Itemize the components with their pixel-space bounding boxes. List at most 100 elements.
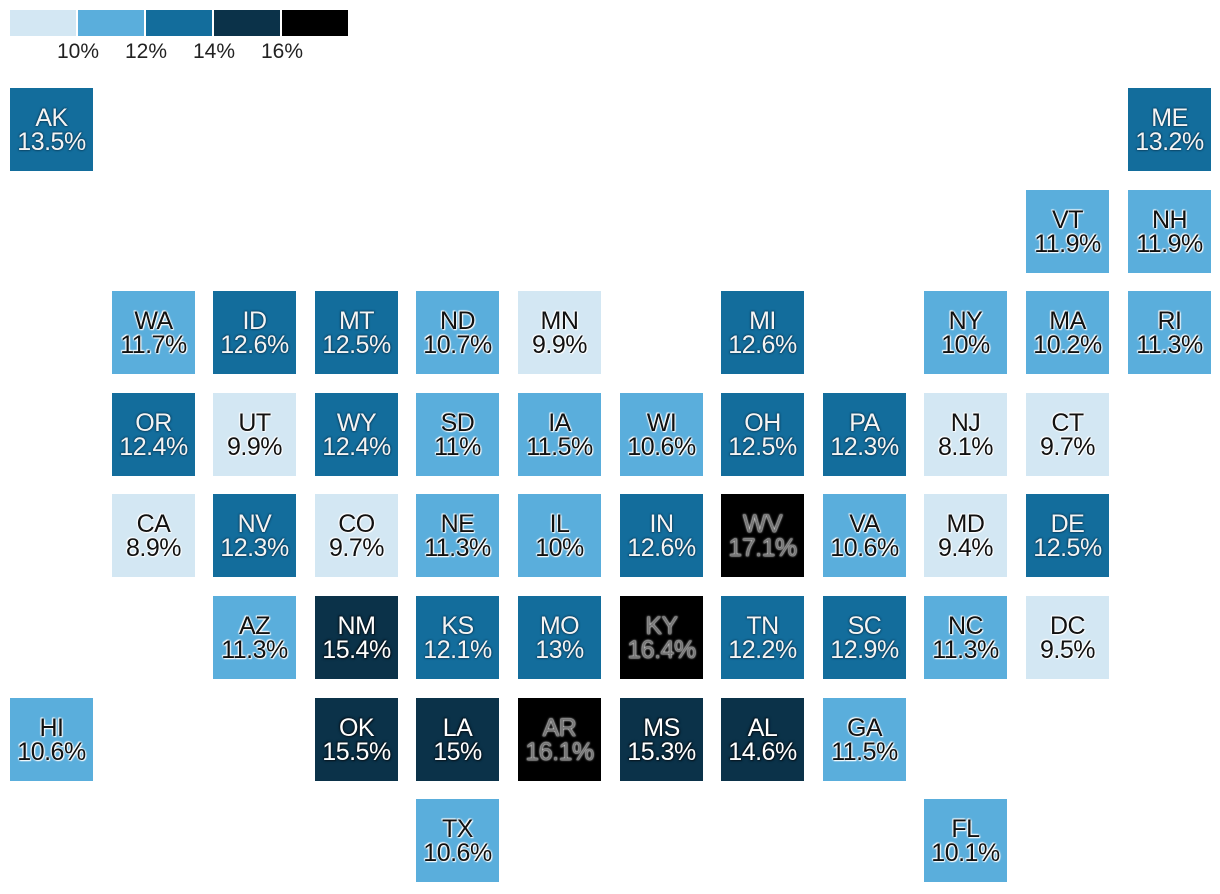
state-abbreviation: NY	[948, 306, 983, 335]
state-value: 12.6%	[728, 330, 797, 359]
state-tile-il: IL 10%	[518, 494, 601, 577]
state-tile-nd: ND 10.7%	[416, 291, 499, 374]
state-abbreviation: AR	[542, 713, 577, 742]
state-tile-hi: HI 10.6%	[10, 698, 93, 781]
state-tile-la: LA 15%	[416, 698, 499, 781]
state-value: 15.5%	[322, 737, 391, 766]
legend-swatch	[282, 10, 348, 36]
state-abbreviation: OH	[744, 408, 781, 437]
state-value: 11.3%	[932, 635, 999, 664]
state-tile-ok: OK 15.5%	[315, 698, 398, 781]
state-abbreviation: VT	[1052, 205, 1083, 234]
state-tile-me: ME 13.2%	[1128, 88, 1211, 171]
state-abbreviation: MI	[749, 306, 776, 335]
state-value: 8.1%	[938, 432, 993, 461]
state-value: 16.1%	[525, 737, 594, 766]
state-value: 11.9%	[1034, 229, 1101, 258]
state-abbreviation: MT	[338, 306, 375, 335]
state-tile-ms: MS 15.3%	[620, 698, 703, 781]
state-tile-va: VA 10.6%	[823, 494, 906, 577]
state-value: 10%	[941, 330, 990, 359]
state-value: 9.4%	[938, 533, 993, 562]
state-tile-ny: NY 10%	[924, 291, 1007, 374]
legend-swatch	[146, 10, 212, 36]
state-abbreviation: VA	[849, 509, 880, 538]
state-tile-ri: RI 11.3%	[1128, 291, 1211, 374]
state-abbreviation: CO	[338, 509, 375, 538]
state-value: 12.9%	[830, 635, 899, 664]
state-tile-ut: UT 9.9%	[213, 393, 296, 476]
state-abbreviation: NM	[337, 611, 376, 640]
state-value: 11.7%	[120, 330, 187, 359]
state-tile-ma: MA 10.2%	[1026, 291, 1109, 374]
state-abbreviation: MA	[1049, 306, 1086, 335]
state-tile-nh: NH 11.9%	[1128, 190, 1211, 273]
state-abbreviation: CT	[1051, 408, 1084, 437]
state-abbreviation: CA	[136, 509, 171, 538]
state-abbreviation: AL	[747, 713, 778, 742]
state-value: 15%	[433, 737, 482, 766]
state-value: 11.9%	[1136, 229, 1203, 258]
state-abbreviation: ME	[1151, 103, 1188, 132]
state-abbreviation: LA	[442, 713, 473, 742]
state-abbreviation: WI	[646, 408, 677, 437]
state-tile-dc: DC 9.5%	[1026, 596, 1109, 679]
state-value: 10.1%	[931, 838, 1000, 867]
state-value: 10.6%	[830, 533, 899, 562]
state-value: 11.3%	[424, 533, 491, 562]
state-tile-sc: SC 12.9%	[823, 596, 906, 679]
state-value: 13.2%	[1135, 127, 1204, 156]
state-abbreviation: NC	[947, 611, 984, 640]
state-tile-wv: WV 17.1%	[721, 494, 804, 577]
state-abbreviation: RI	[1157, 306, 1183, 335]
state-tile-pa: PA 12.3%	[823, 393, 906, 476]
state-value: 12.5%	[1033, 533, 1102, 562]
state-tile-ct: CT 9.7%	[1026, 393, 1109, 476]
state-tile-ia: IA 11.5%	[518, 393, 601, 476]
legend-swatch	[10, 10, 76, 36]
state-value: 12.2%	[728, 635, 797, 664]
state-abbreviation: ID	[242, 306, 268, 335]
state-tile-mn: MN 9.9%	[518, 291, 601, 374]
state-abbreviation: OR	[135, 408, 172, 437]
state-tile-fl: FL 10.1%	[924, 799, 1007, 882]
state-abbreviation: OK	[338, 713, 375, 742]
state-tile-wa: WA 11.7%	[112, 291, 195, 374]
state-value: 9.5%	[1040, 635, 1095, 664]
state-value: 11.3%	[1136, 330, 1203, 359]
legend-tick-label: 14%	[192, 40, 236, 63]
state-tile-ar: AR 16.1%	[518, 698, 601, 781]
state-abbreviation: PA	[849, 408, 880, 437]
state-value: 15.4%	[322, 635, 391, 664]
state-abbreviation: WV	[742, 509, 783, 538]
state-abbreviation: GA	[846, 713, 883, 742]
state-abbreviation: HI	[39, 713, 65, 742]
color-legend: 10% 12% 14% 16%	[10, 10, 350, 66]
state-value: 10.7%	[423, 330, 492, 359]
state-value: 10%	[535, 533, 584, 562]
state-value: 13.5%	[17, 127, 86, 156]
state-tile-mt: MT 12.5%	[315, 291, 398, 374]
state-tile-co: CO 9.7%	[315, 494, 398, 577]
state-abbreviation: KY	[645, 611, 678, 640]
state-abbreviation: KS	[441, 611, 474, 640]
state-tile-mo: MO 13%	[518, 596, 601, 679]
legend-tick-label: 16%	[260, 40, 304, 63]
state-tile-ks: KS 12.1%	[416, 596, 499, 679]
state-tile-vt: VT 11.9%	[1026, 190, 1109, 273]
legend-swatch	[78, 10, 144, 36]
state-tile-wi: WI 10.6%	[620, 393, 703, 476]
state-tile-tn: TN 12.2%	[721, 596, 804, 679]
state-value: 11%	[434, 432, 481, 461]
state-value: 16.4%	[627, 635, 696, 664]
state-abbreviation: AK	[35, 103, 68, 132]
state-abbreviation: NJ	[950, 408, 981, 437]
state-tile-nv: NV 12.3%	[213, 494, 296, 577]
state-abbreviation: IL	[549, 509, 570, 538]
state-value: 13%	[535, 635, 584, 664]
state-value: 10.6%	[17, 737, 86, 766]
state-abbreviation: IA	[548, 408, 571, 437]
state-tile-az: AZ 11.3%	[213, 596, 296, 679]
state-abbreviation: SD	[440, 408, 475, 437]
